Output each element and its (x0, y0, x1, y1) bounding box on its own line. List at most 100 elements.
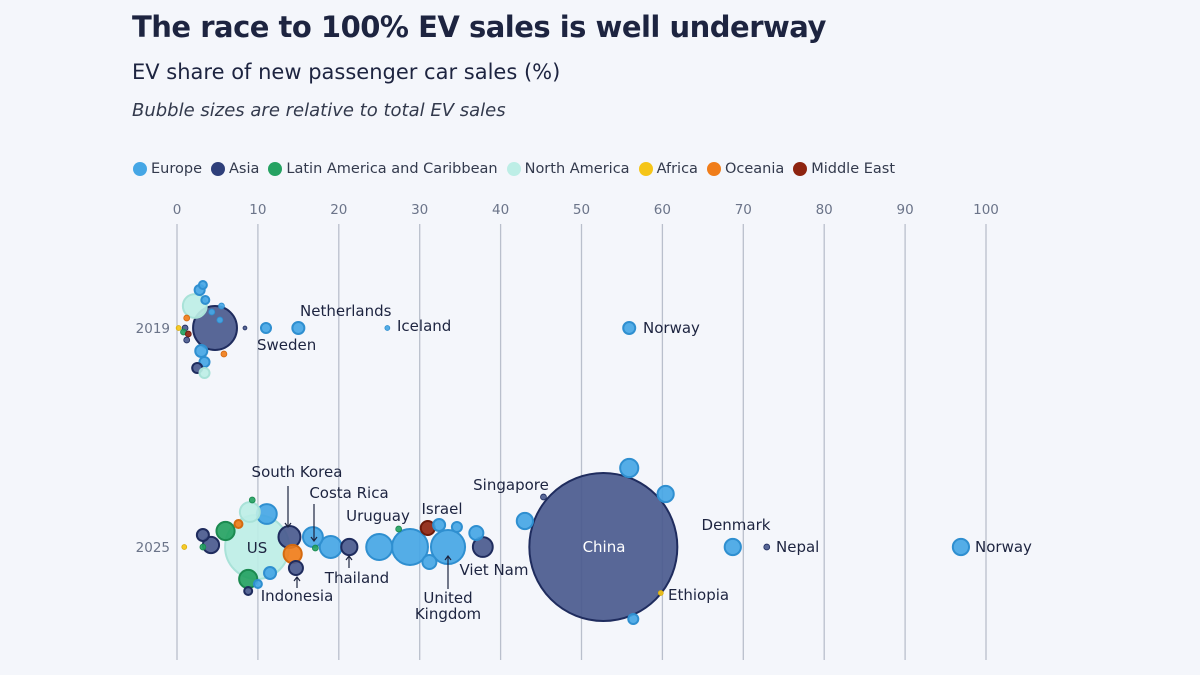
bubble-sweden (259, 321, 273, 335)
legend-label: Asia (229, 161, 260, 177)
bubble-europe (216, 316, 224, 324)
legend: Europe Asia Latin America and Caribbean Nor… (133, 161, 895, 177)
x-tick-label: 0 (173, 202, 182, 218)
bubble-uruguay (395, 525, 403, 533)
bubble-europe (208, 308, 216, 316)
bubble-latin-america-and-caribbean (248, 496, 256, 504)
label-norway: Norway (975, 538, 1032, 556)
label-uruguay: Uruguay (346, 507, 410, 525)
bubble-latin-america-and-caribbean (199, 543, 207, 551)
bubble-ethiopia (657, 590, 664, 596)
bubble-indonesia (287, 559, 304, 577)
legend-swatch (211, 162, 225, 176)
label-thailand: Thailand (324, 569, 389, 587)
bubble-asia (243, 586, 254, 596)
bubble-denmark (723, 537, 742, 557)
legend-swatch (268, 162, 283, 176)
label-china: China (583, 538, 626, 556)
bubble-europe (194, 343, 209, 359)
bubble-asia (183, 336, 191, 344)
x-tick-label: 10 (249, 202, 266, 218)
x-tick-label: 80 (816, 202, 833, 218)
label-ethiopia: Ethiopia (668, 586, 729, 604)
chart-title: The race to 100% EV sales is well underw… (132, 10, 826, 44)
bubble-oceania (220, 350, 228, 358)
x-tick-label: 70 (735, 202, 752, 218)
bubble-asia (192, 305, 238, 351)
bubble-europe (365, 532, 394, 562)
bubble-costa-rica (311, 544, 319, 552)
label-netherlands: Netherlands (300, 302, 392, 320)
bubble-europe (421, 553, 438, 571)
x-tick-label: 20 (330, 202, 347, 218)
legend-item-europe: Europe (133, 161, 202, 177)
bubble-africa (175, 325, 182, 331)
legend-item-middle-east: Middle East (793, 161, 895, 177)
label-nepal: Nepal (776, 538, 819, 556)
label-indonesia: Indonesia (261, 587, 334, 605)
bubble-europe (301, 526, 324, 548)
row-label: 2019 (136, 321, 170, 337)
arrowhead-icon (284, 522, 292, 528)
legend-item-africa: Africa (638, 161, 698, 177)
label-united-kingdom: United Kingdom (415, 589, 481, 623)
x-tick-label: 90 (897, 202, 914, 218)
label-singapore: Singapore (473, 476, 549, 494)
arrowhead-icon (345, 555, 353, 561)
arrowhead-icon (293, 576, 301, 582)
bubble-europe (197, 280, 208, 290)
x-tick-label: 50 (573, 202, 590, 218)
legend-label: Africa (656, 161, 698, 177)
legend-label: Middle East (811, 161, 896, 177)
x-tick-label: 30 (411, 202, 428, 218)
bubble-europe (218, 302, 225, 310)
legend-item-asia: Asia (211, 161, 259, 177)
legend-swatch (793, 162, 808, 176)
bubble-oceania (233, 519, 244, 529)
bubble-oceania (183, 314, 191, 322)
bubble-north-america (198, 366, 211, 380)
bubble-iceland (384, 325, 391, 331)
bubble-north-america (238, 501, 261, 523)
bubble-europe (619, 457, 640, 479)
x-tick-label: 60 (654, 202, 671, 218)
bubble-europe (200, 295, 211, 305)
legend-swatch (638, 162, 653, 176)
legend-item-latin-america-and-caribbean: Latin America and Caribbean (268, 161, 498, 177)
label-south-korea: South Korea (252, 463, 343, 481)
legend-swatch (706, 162, 721, 176)
label-israel: Israel (422, 500, 463, 518)
chart-subtitle: EV share of new passenger car sales (%) (132, 60, 561, 84)
size-note: Bubble sizes are relative to total EV sa… (132, 100, 506, 121)
label-viet-nam: Viet Nam (459, 561, 528, 579)
x-tick-label: 40 (492, 202, 509, 218)
bubble-singapore (540, 493, 547, 501)
label-norway: Norway (643, 319, 700, 337)
bubble-netherlands (291, 320, 306, 336)
bubble-norway (951, 537, 971, 557)
label-us: US (247, 539, 268, 557)
row-label: 2025 (136, 540, 170, 556)
bubble-asia (195, 527, 210, 543)
legend-label: North America (524, 161, 630, 177)
label-sweden: Sweden (257, 336, 316, 354)
arrowhead-icon (310, 536, 318, 542)
bubble-europe (627, 612, 640, 626)
legend-item-oceania: Oceania (706, 161, 784, 177)
bubble-latin-america-and-caribbean (215, 520, 236, 542)
bubble-europe (432, 517, 447, 533)
bubble-europe (263, 565, 278, 581)
legend-label: Latin America and Caribbean (286, 161, 498, 177)
legend-swatch (506, 162, 521, 176)
bubble-europe (450, 520, 463, 534)
bubble-europe (515, 511, 534, 531)
legend-item-north-america: North America (506, 161, 630, 177)
bubble-asia (242, 325, 248, 331)
legend-label: Europe (151, 161, 202, 177)
bubble-europe (656, 484, 675, 504)
bubble-europe (252, 579, 263, 589)
bubble-oceania (282, 543, 303, 565)
label-costa-rica: Costa Rica (309, 484, 388, 502)
